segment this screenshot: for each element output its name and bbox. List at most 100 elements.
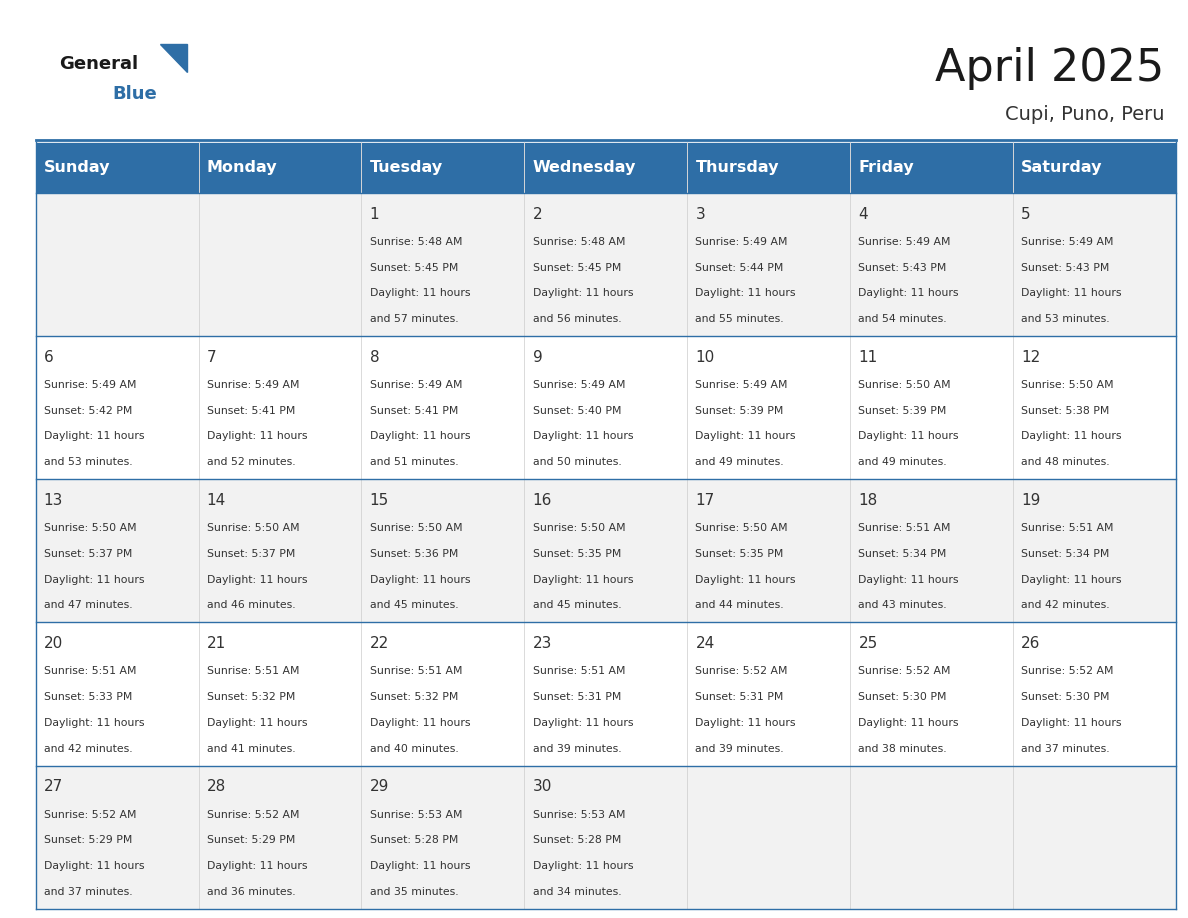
Text: and 42 minutes.: and 42 minutes. [1022, 600, 1110, 610]
Text: 30: 30 [532, 779, 552, 794]
Text: Sunrise: 5:52 AM: Sunrise: 5:52 AM [44, 810, 137, 820]
Text: Blue: Blue [113, 84, 158, 103]
Text: Daylight: 11 hours: Daylight: 11 hours [369, 718, 470, 728]
Text: 15: 15 [369, 493, 388, 508]
Text: Sunrise: 5:51 AM: Sunrise: 5:51 AM [207, 666, 299, 677]
Text: Daylight: 11 hours: Daylight: 11 hours [369, 431, 470, 442]
Text: and 48 minutes.: and 48 minutes. [1022, 457, 1110, 467]
Text: Sunset: 5:32 PM: Sunset: 5:32 PM [369, 692, 459, 702]
Text: Monday: Monday [207, 160, 277, 175]
Text: Sunrise: 5:49 AM: Sunrise: 5:49 AM [369, 380, 462, 390]
FancyBboxPatch shape [851, 479, 1013, 622]
FancyBboxPatch shape [198, 142, 361, 193]
Text: and 37 minutes.: and 37 minutes. [1022, 744, 1110, 754]
Text: Sunrise: 5:50 AM: Sunrise: 5:50 AM [1022, 380, 1114, 390]
Text: 18: 18 [859, 493, 878, 508]
FancyBboxPatch shape [198, 193, 361, 336]
FancyBboxPatch shape [1013, 193, 1176, 336]
Text: and 43 minutes.: and 43 minutes. [859, 600, 947, 610]
Text: 9: 9 [532, 350, 542, 364]
Text: Sunrise: 5:48 AM: Sunrise: 5:48 AM [369, 237, 462, 247]
Text: and 52 minutes.: and 52 minutes. [207, 457, 296, 467]
FancyBboxPatch shape [688, 142, 851, 193]
Text: Sunrise: 5:51 AM: Sunrise: 5:51 AM [44, 666, 137, 677]
Text: 8: 8 [369, 350, 379, 364]
FancyBboxPatch shape [524, 142, 688, 193]
Text: 16: 16 [532, 493, 552, 508]
Text: Sunrise: 5:48 AM: Sunrise: 5:48 AM [532, 237, 625, 247]
Polygon shape [160, 44, 187, 72]
Text: Sunset: 5:36 PM: Sunset: 5:36 PM [369, 549, 459, 559]
Text: 13: 13 [44, 493, 63, 508]
Text: Daylight: 11 hours: Daylight: 11 hours [859, 575, 959, 585]
Text: and 37 minutes.: and 37 minutes. [44, 887, 132, 897]
FancyBboxPatch shape [524, 336, 688, 479]
FancyBboxPatch shape [198, 766, 361, 909]
FancyBboxPatch shape [361, 142, 524, 193]
Text: 21: 21 [207, 636, 226, 651]
Text: Daylight: 11 hours: Daylight: 11 hours [695, 718, 796, 728]
FancyBboxPatch shape [361, 193, 524, 336]
Text: and 45 minutes.: and 45 minutes. [369, 600, 459, 610]
Text: Daylight: 11 hours: Daylight: 11 hours [369, 575, 470, 585]
Text: Sunset: 5:31 PM: Sunset: 5:31 PM [695, 692, 784, 702]
Text: Sunset: 5:30 PM: Sunset: 5:30 PM [1022, 692, 1110, 702]
Text: Daylight: 11 hours: Daylight: 11 hours [44, 431, 144, 442]
Text: 6: 6 [44, 350, 53, 364]
Text: Sunset: 5:45 PM: Sunset: 5:45 PM [532, 263, 621, 273]
Text: Sunset: 5:40 PM: Sunset: 5:40 PM [532, 406, 621, 416]
FancyBboxPatch shape [688, 336, 851, 479]
Text: 28: 28 [207, 779, 226, 794]
Text: and 49 minutes.: and 49 minutes. [695, 457, 784, 467]
Text: Daylight: 11 hours: Daylight: 11 hours [369, 288, 470, 298]
FancyBboxPatch shape [1013, 479, 1176, 622]
Text: Sunset: 5:38 PM: Sunset: 5:38 PM [1022, 406, 1110, 416]
Text: Daylight: 11 hours: Daylight: 11 hours [859, 718, 959, 728]
Text: Tuesday: Tuesday [369, 160, 443, 175]
FancyBboxPatch shape [851, 622, 1013, 766]
FancyBboxPatch shape [524, 766, 688, 909]
Text: and 38 minutes.: and 38 minutes. [859, 744, 947, 754]
Text: 27: 27 [44, 779, 63, 794]
Text: Daylight: 11 hours: Daylight: 11 hours [532, 861, 633, 871]
Text: Sunrise: 5:50 AM: Sunrise: 5:50 AM [44, 523, 137, 533]
Text: Sunrise: 5:49 AM: Sunrise: 5:49 AM [1022, 237, 1114, 247]
Text: Sunset: 5:29 PM: Sunset: 5:29 PM [207, 835, 295, 845]
Text: Sunrise: 5:52 AM: Sunrise: 5:52 AM [207, 810, 299, 820]
Text: and 51 minutes.: and 51 minutes. [369, 457, 459, 467]
Text: Sunrise: 5:50 AM: Sunrise: 5:50 AM [532, 523, 625, 533]
Text: and 40 minutes.: and 40 minutes. [369, 744, 459, 754]
Text: Sunset: 5:37 PM: Sunset: 5:37 PM [44, 549, 132, 559]
FancyBboxPatch shape [851, 766, 1013, 909]
Text: Daylight: 11 hours: Daylight: 11 hours [207, 718, 308, 728]
FancyBboxPatch shape [851, 142, 1013, 193]
FancyBboxPatch shape [198, 622, 361, 766]
Text: 7: 7 [207, 350, 216, 364]
FancyBboxPatch shape [1013, 336, 1176, 479]
Text: Daylight: 11 hours: Daylight: 11 hours [532, 288, 633, 298]
Text: Cupi, Puno, Peru: Cupi, Puno, Peru [1005, 106, 1164, 124]
Text: Sunrise: 5:49 AM: Sunrise: 5:49 AM [532, 380, 625, 390]
FancyBboxPatch shape [361, 479, 524, 622]
Text: Sunrise: 5:52 AM: Sunrise: 5:52 AM [695, 666, 788, 677]
Text: and 41 minutes.: and 41 minutes. [207, 744, 296, 754]
Text: Sunrise: 5:50 AM: Sunrise: 5:50 AM [207, 523, 299, 533]
Text: Sunset: 5:39 PM: Sunset: 5:39 PM [695, 406, 784, 416]
Text: Sunset: 5:41 PM: Sunset: 5:41 PM [369, 406, 459, 416]
Text: April 2025: April 2025 [935, 48, 1164, 90]
Text: Sunrise: 5:50 AM: Sunrise: 5:50 AM [369, 523, 462, 533]
FancyBboxPatch shape [688, 622, 851, 766]
FancyBboxPatch shape [524, 622, 688, 766]
Text: and 50 minutes.: and 50 minutes. [532, 457, 621, 467]
Text: Sunrise: 5:49 AM: Sunrise: 5:49 AM [695, 237, 788, 247]
Text: Daylight: 11 hours: Daylight: 11 hours [1022, 575, 1121, 585]
FancyBboxPatch shape [851, 193, 1013, 336]
Text: and 35 minutes.: and 35 minutes. [369, 887, 459, 897]
Text: and 53 minutes.: and 53 minutes. [1022, 314, 1110, 324]
Text: 2: 2 [532, 207, 542, 221]
Text: and 53 minutes.: and 53 minutes. [44, 457, 132, 467]
Text: and 46 minutes.: and 46 minutes. [207, 600, 296, 610]
Text: 3: 3 [695, 207, 706, 221]
FancyBboxPatch shape [688, 479, 851, 622]
Text: Wednesday: Wednesday [532, 160, 636, 175]
